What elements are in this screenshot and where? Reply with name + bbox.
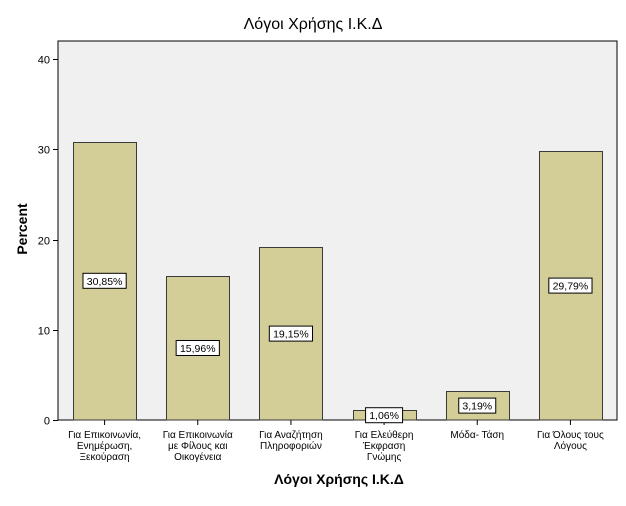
x-tick-label-line: Έκφραση	[362, 441, 405, 452]
data-label: 15,96%	[180, 343, 216, 355]
y-tick-label: 30	[38, 145, 50, 157]
x-tick-label-line: Για Επικοινωνία	[163, 429, 233, 441]
data-label: 30,85%	[87, 276, 123, 288]
data-label-box	[268, 325, 314, 342]
x-tick-label-line: Για Αναζήτηση	[259, 429, 323, 441]
x-axis-label: Λόγοι Χρήσης Ι.Κ.Δ	[274, 471, 404, 487]
data-label-box	[458, 397, 497, 414]
x-tick-label-line: Για Επικοινωνία,	[68, 429, 141, 441]
x-tick-label-line: Μόδα- Τάση	[450, 429, 504, 441]
y-tick-label: 20	[38, 236, 50, 248]
data-label-box	[175, 339, 220, 356]
x-tick-label: Για Επικοινωνία, Ενημέρωση, Ξεκούραση	[68, 429, 141, 463]
x-tick-label: Μόδα- Τάση	[450, 429, 504, 441]
data-label: 29,79%	[553, 281, 589, 293]
plot-background	[57, 40, 618, 421]
x-tick-label-line: με Φίλους και	[168, 440, 228, 452]
y-tick-label: 40	[38, 55, 50, 67]
data-label: 19,15%	[273, 329, 309, 341]
x-tick-label: Για Όλους τους Λόγους	[537, 430, 604, 452]
plot-area: 0 10 20 30 40 Για Επικοινωνία, Ενημέρωση, Ξεκού…	[38, 40, 618, 463]
data-label-box	[365, 407, 404, 424]
x-tick-label-line: Για Όλους τους	[537, 430, 604, 441]
x-tick-label: Για Αναζήτηση Πληροφοριών	[259, 429, 323, 452]
x-tick-label-line: Οικογένεια	[174, 451, 222, 463]
data-label-box	[82, 272, 127, 289]
y-axis-label: Percent	[14, 203, 30, 255]
x-tick-label-line: Λόγους	[554, 440, 587, 452]
y-tick-label: 10	[38, 326, 50, 338]
x-tick-label: Για Επικοινωνία με Φίλους και Οικογένεια	[163, 429, 233, 463]
y-tick-label: 0	[44, 416, 50, 428]
chart-title: Λόγοι Χρήσης Ι.Κ.Δ	[244, 16, 383, 33]
data-label: 1,06%	[369, 410, 399, 422]
data-label: 3,19%	[462, 401, 492, 413]
x-tick-label-line: Ενημέρωση,	[77, 440, 132, 452]
x-tick-label-line: Για Ελεύθερη	[355, 429, 414, 441]
x-tick-label-line: Γνώμης	[367, 451, 402, 463]
x-tick-label: Για Ελεύθερη Έκφραση Γνώμης	[355, 429, 414, 463]
x-tick-label-line: Πληροφοριών	[260, 440, 322, 452]
x-tick-label-line: Ξεκούραση	[80, 451, 130, 463]
data-label-box	[548, 277, 593, 294]
